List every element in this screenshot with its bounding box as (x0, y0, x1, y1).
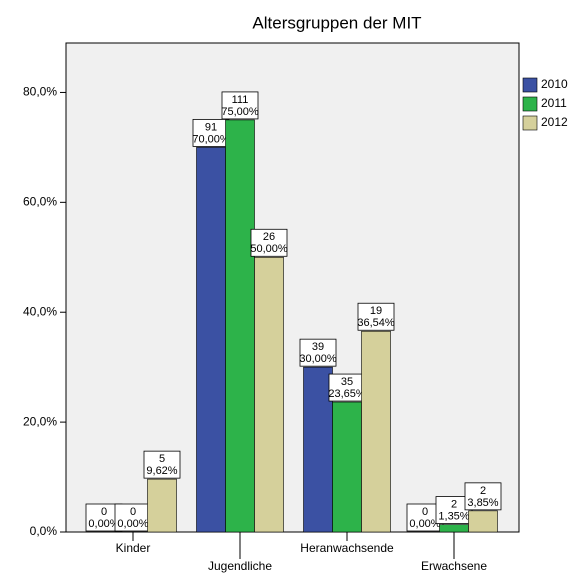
y-tick-label: 20,0% (23, 414, 57, 428)
bar (254, 256, 284, 533)
chart-title: Altersgruppen der MIT (252, 13, 421, 32)
label-box (221, 91, 259, 120)
value-label: 3,85% (467, 497, 498, 509)
count-label: 5 (159, 453, 165, 465)
label-box (464, 482, 502, 511)
value-label: 23,65% (328, 388, 366, 400)
label-box (114, 503, 152, 532)
label-box (435, 496, 473, 524)
value-label: 1,35% (438, 510, 469, 522)
legend-swatch (522, 115, 538, 131)
legend-label: 2010 (541, 77, 568, 91)
value-label: 30,00% (299, 353, 337, 365)
plot-area (65, 42, 520, 533)
count-label: 19 (370, 305, 382, 317)
count-label: 0 (101, 506, 107, 518)
label-box (250, 228, 288, 257)
bar (225, 119, 255, 533)
count-label: 91 (205, 121, 217, 133)
label-box (328, 373, 366, 402)
bar (332, 401, 362, 533)
y-tick-label: 60,0% (23, 195, 57, 209)
x-tick-label: Kinder (116, 541, 151, 555)
count-label: 35 (341, 376, 353, 388)
value-label: 0,00% (117, 518, 148, 530)
value-label: 50,00% (250, 243, 288, 255)
count-label: 39 (312, 341, 324, 353)
count-label: 111 (232, 94, 249, 106)
bar (196, 147, 226, 533)
count-label: 2 (451, 498, 457, 510)
legend-label: 2012 (541, 115, 568, 129)
y-tick-label: 40,0% (23, 304, 57, 318)
bar (468, 510, 498, 533)
x-tick-label: Heranwachsende (300, 541, 394, 555)
count-label: 0 (130, 506, 136, 518)
label-box (299, 338, 337, 367)
y-tick-label: 0,0% (30, 524, 58, 538)
bar (361, 330, 391, 533)
count-label: 26 (263, 231, 275, 243)
count-label: 2 (480, 485, 486, 497)
x-tick-label: Erwachsene (421, 559, 487, 573)
label-box (357, 302, 395, 331)
x-tick-label: Jugendliche (208, 559, 272, 573)
value-label: 36,54% (357, 317, 395, 329)
y-tick-label: 80,0% (23, 85, 57, 99)
count-label: 0 (422, 506, 428, 518)
value-label: 75,00% (221, 106, 259, 118)
bar (303, 366, 333, 533)
value-label: 70,00% (192, 133, 230, 145)
legend-swatch (522, 96, 538, 112)
legend-swatch (522, 77, 538, 93)
value-label: 0,00% (88, 518, 119, 530)
value-label: 0,00% (409, 518, 440, 530)
label-box (143, 450, 181, 479)
value-label: 9,62% (146, 465, 177, 477)
bar (147, 478, 177, 533)
bar (439, 524, 469, 533)
legend-label: 2011 (541, 96, 567, 110)
label-box (192, 118, 230, 147)
